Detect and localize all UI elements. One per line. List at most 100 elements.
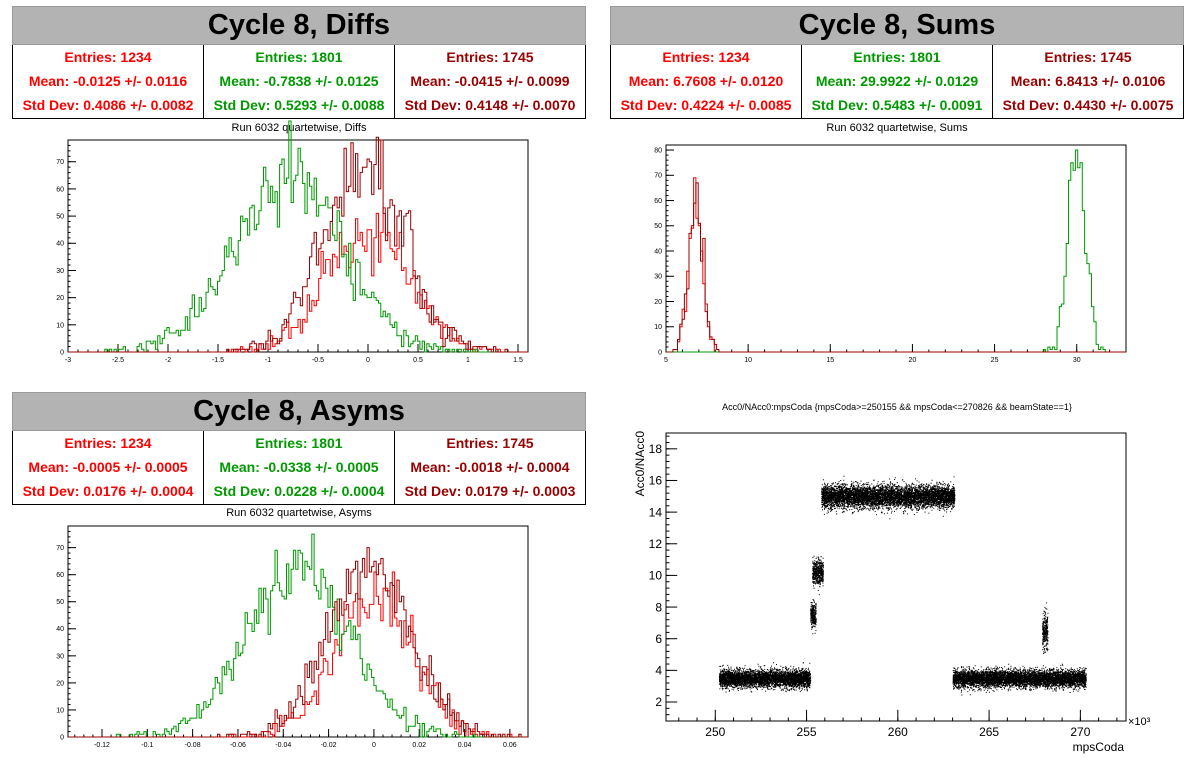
y-tick-label: 16 bbox=[649, 474, 663, 488]
histogram-series-1 bbox=[68, 533, 528, 738]
stats-darkred: Entries: 1745 Mean: -0.0018 +/- 0.0004 S… bbox=[395, 431, 585, 504]
y-tick-label: 30 bbox=[654, 274, 662, 281]
stats-green: Entries: 1801 Mean: -0.0338 +/- 0.0005 S… bbox=[204, 431, 395, 504]
sums-banner: Cycle 8, Sums bbox=[610, 6, 1184, 45]
x-tick-label: 265 bbox=[979, 725, 999, 739]
x-tick-label: 0.02 bbox=[412, 742, 426, 749]
x-exponent-label: ×10³ bbox=[1128, 716, 1151, 728]
mean-text: Mean: -0.7838 +/- 0.0125 bbox=[219, 73, 379, 89]
histogram-series-1 bbox=[666, 149, 1126, 353]
x-tick-label: -0.08 bbox=[185, 742, 201, 749]
y-tick-label: 60 bbox=[56, 572, 64, 579]
x-tick-label: 5 bbox=[664, 357, 668, 364]
x-tick-label: 1.5 bbox=[513, 357, 523, 364]
x-tick-label: 0.04 bbox=[458, 742, 472, 749]
mean-text: Mean: -0.0338 +/- 0.0005 bbox=[219, 459, 379, 475]
std-text: Std Dev: 0.5483 +/- 0.0091 bbox=[811, 97, 983, 113]
histogram-series-0 bbox=[666, 177, 1126, 353]
entries-text: Entries: 1234 bbox=[64, 435, 152, 451]
plot-frame bbox=[665, 432, 1127, 722]
sums-stats-box: Entries: 1234 Mean: 6.7608 +/- 0.0120 St… bbox=[610, 45, 1184, 119]
y-tick-label: 10 bbox=[649, 569, 663, 583]
entries-text: Entries: 1234 bbox=[64, 49, 152, 65]
entries-text: Entries: 1234 bbox=[662, 49, 750, 65]
acc0-scatter-plot: 250 255 260 265 270 2 4 6 8 10 12 14 16 18 mpsCoda×10³… bbox=[633, 431, 1151, 754]
std-text: Std Dev: 0.4224 +/- 0.0085 bbox=[620, 97, 792, 113]
y-tick-label: 20 bbox=[56, 680, 64, 687]
diffs-stats-box: Entries: 1234 Mean: -0.0125 +/- 0.0116 S… bbox=[12, 45, 586, 119]
scatter-points bbox=[718, 475, 1087, 696]
y-tick-label: 20 bbox=[56, 295, 64, 302]
std-text: Std Dev: 0.0228 +/- 0.0004 bbox=[213, 483, 385, 499]
asyms-subtitle: Run 6032 quartetwise, Asyms bbox=[226, 507, 372, 519]
sums-histogram: 5 10 15 20 25 30 0 10 20 30 40 50 60 70 80 bbox=[654, 144, 1127, 364]
x-tick-label: -1.5 bbox=[212, 357, 224, 364]
x-tick-label: -0.06 bbox=[230, 742, 246, 749]
y-tick-label: 4 bbox=[655, 664, 662, 678]
y-tick-label: 30 bbox=[56, 268, 64, 275]
mean-text: Mean: 6.8413 +/- 0.0106 bbox=[1010, 73, 1166, 89]
y-tick-label: 12 bbox=[649, 537, 663, 551]
entries-text: Entries: 1801 bbox=[255, 49, 343, 65]
diffs-banner: Cycle 8, Diffs bbox=[12, 6, 586, 45]
x-tick-label: 30 bbox=[1073, 357, 1081, 364]
x-tick-label: -0.04 bbox=[275, 742, 291, 749]
y-tick-label: 20 bbox=[654, 299, 662, 306]
x-tick-label: 20 bbox=[909, 357, 917, 364]
histogram-series-0 bbox=[68, 207, 528, 353]
y-tick-label: 40 bbox=[56, 241, 64, 248]
x-tick-label: 250 bbox=[705, 725, 725, 739]
y-tick-label: 70 bbox=[654, 173, 662, 180]
y-tick-label: 0 bbox=[60, 734, 64, 741]
x-tick-label: 0.06 bbox=[503, 742, 517, 749]
y-tick-label: 70 bbox=[56, 545, 64, 552]
x-tick-label: -0.02 bbox=[321, 742, 337, 749]
mean-text: Mean: -0.0125 +/- 0.0116 bbox=[28, 73, 188, 89]
y-tick-label: 50 bbox=[56, 599, 64, 606]
y-tick-label: 10 bbox=[654, 324, 662, 331]
asyms-histogram: -0.12 -0.1 -0.08 -0.06 -0.04 -0.02 0 0.02 0.04 0.… bbox=[56, 525, 529, 749]
diffs-subtitle: Run 6032 quartetwise, Diffs bbox=[231, 122, 367, 134]
histogram-series-2 bbox=[68, 136, 528, 353]
y-tick-label: 10 bbox=[56, 322, 64, 329]
entries-text: Entries: 1745 bbox=[446, 435, 534, 451]
x-tick-label: -0.5 bbox=[312, 357, 324, 364]
std-text: Std Dev: 0.0179 +/- 0.0003 bbox=[404, 483, 576, 499]
mean-text: Mean: 29.9922 +/- 0.0129 bbox=[815, 73, 979, 89]
x-tick-label: -2 bbox=[165, 357, 171, 364]
std-text: Std Dev: 0.4086 +/- 0.0082 bbox=[22, 97, 194, 113]
stats-green: Entries: 1801 Mean: -0.7838 +/- 0.0125 S… bbox=[204, 45, 395, 118]
y-tick-label: 60 bbox=[56, 186, 64, 193]
sums-subtitle: Run 6032 quartetwise, Sums bbox=[826, 122, 968, 134]
y-tick-label: 80 bbox=[654, 147, 662, 154]
x-tick-label: 0 bbox=[366, 357, 370, 364]
std-text: Std Dev: 0.4148 +/- 0.0070 bbox=[404, 97, 576, 113]
stats-green: Entries: 1801 Mean: 29.9922 +/- 0.0129 S… bbox=[802, 45, 993, 118]
x-tick-label: -2.5 bbox=[112, 357, 124, 364]
y-tick-label: 0 bbox=[60, 349, 64, 356]
y-tick-label: 10 bbox=[56, 707, 64, 714]
stats-red: Entries: 1234 Mean: -0.0125 +/- 0.0116 S… bbox=[13, 45, 204, 118]
y-tick-label: 8 bbox=[655, 600, 662, 614]
mean-text: Mean: -0.0018 +/- 0.0004 bbox=[410, 459, 570, 475]
x-tick-label: -3 bbox=[65, 357, 71, 364]
asyms-banner: Cycle 8, Asyms bbox=[12, 392, 586, 431]
stats-red: Entries: 1234 Mean: -0.0005 +/- 0.0005 S… bbox=[13, 431, 204, 504]
scatter-title: Acc0/NAcc0:mpsCoda {mpsCoda>=250155 && m… bbox=[722, 402, 1072, 412]
histogram-series-2 bbox=[666, 182, 1126, 353]
y-tick-label: 50 bbox=[56, 214, 64, 221]
y-tick-label: 14 bbox=[649, 505, 663, 519]
mean-text: Mean: -0.0415 +/- 0.0099 bbox=[410, 73, 570, 89]
x-tick-label: -0.1 bbox=[141, 742, 153, 749]
plot-frame bbox=[665, 144, 1127, 353]
std-text: Std Dev: 0.4430 +/- 0.0075 bbox=[1002, 97, 1174, 113]
y-tick-label: 60 bbox=[654, 198, 662, 205]
std-text: Std Dev: 0.0176 +/- 0.0004 bbox=[22, 483, 194, 499]
y-tick-label: 70 bbox=[56, 159, 64, 166]
x-tick-label: 1 bbox=[466, 357, 470, 364]
asyms-stats-box: Entries: 1234 Mean: -0.0005 +/- 0.0005 S… bbox=[12, 431, 586, 505]
histogram-series-2 bbox=[68, 547, 528, 738]
x-tick-label: 260 bbox=[888, 725, 908, 739]
entries-text: Entries: 1745 bbox=[446, 49, 534, 65]
